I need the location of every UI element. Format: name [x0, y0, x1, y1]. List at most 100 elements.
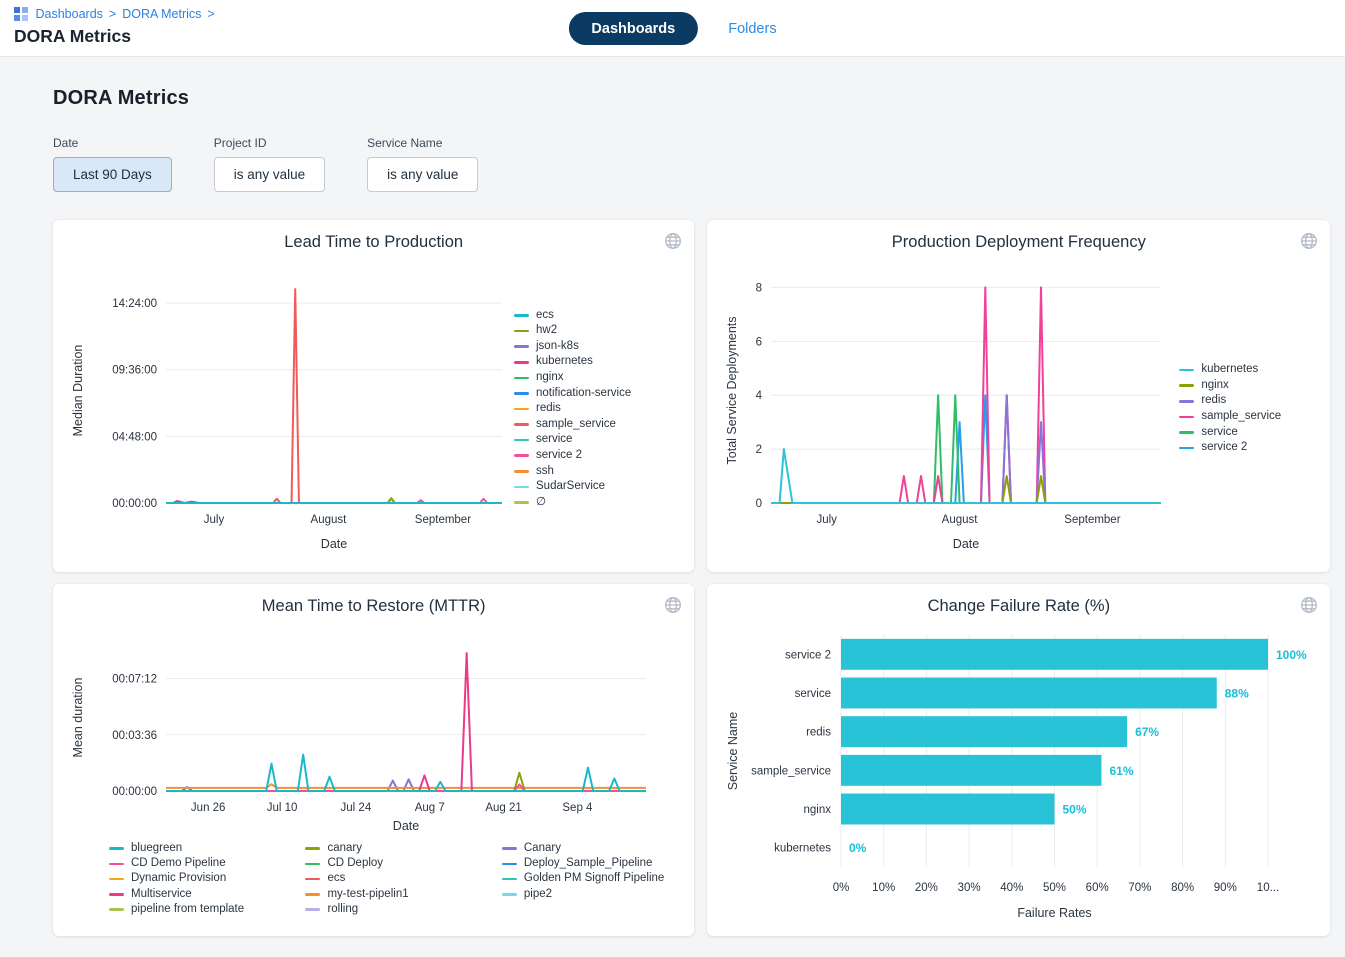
svg-text:Total Service Deployments: Total Service Deployments [725, 317, 739, 465]
legend-item[interactable]: CD Deploy [305, 856, 467, 871]
series-kubernetes [771, 448, 1162, 504]
legend-item[interactable]: Deploy_Sample_Pipeline [501, 856, 664, 871]
bar-value-label: 100% [1276, 648, 1307, 662]
svg-text:4: 4 [756, 390, 763, 402]
breadcrumb-dora-metrics[interactable]: DORA Metrics [122, 7, 202, 21]
legend-item[interactable]: hw2 [514, 323, 631, 339]
filter-date-value[interactable]: Last 90 Days [53, 157, 172, 192]
legend-swatch [109, 908, 124, 911]
legend-item[interactable]: json-k8s [514, 339, 631, 355]
legend-item[interactable]: redis [1179, 393, 1281, 409]
legend-item[interactable]: sample_service [514, 417, 631, 433]
series-bluegreen [166, 753, 646, 792]
tab-folders[interactable]: Folders [728, 20, 777, 37]
legend-item[interactable]: kubernetes [1179, 362, 1281, 378]
bar-service[interactable] [841, 677, 1218, 709]
legend-item[interactable]: service [514, 432, 631, 448]
filters-row: Date Last 90 Days Project ID is any valu… [53, 136, 1313, 192]
legend-label: service [536, 433, 573, 446]
bar-redis[interactable] [841, 716, 1128, 748]
chart-title: Lead Time to Production [284, 233, 464, 251]
svg-text:30%: 30% [958, 882, 981, 894]
svg-text:70%: 70% [1129, 882, 1152, 894]
legend-label: rolling [327, 902, 359, 915]
legend-label: sample_service [536, 417, 616, 430]
svg-text:0%: 0% [833, 882, 850, 894]
legend-item[interactable]: nginx [514, 370, 631, 386]
legend-swatch [305, 892, 321, 896]
legend-item[interactable]: Golden PM Signoff Pipeline [501, 871, 664, 886]
svg-text:Jul 24: Jul 24 [341, 802, 372, 814]
svg-text:10...: 10... [1257, 882, 1279, 894]
legend-item[interactable]: ∅ [514, 495, 631, 511]
header-tabs: Dashboards Folders [568, 12, 777, 45]
legend-item[interactable]: Canary [501, 841, 664, 856]
legend-label: Deploy_Sample_Pipeline [523, 857, 653, 870]
legend-item[interactable]: service 2 [514, 448, 631, 464]
globe-icon[interactable] [664, 596, 682, 614]
legend-item[interactable]: pipeline from template [109, 902, 271, 917]
legend-swatch [514, 360, 529, 364]
breadcrumb-dashboards[interactable]: Dashboards [35, 7, 103, 21]
legend-item[interactable]: ecs [514, 308, 631, 324]
series-nginx [771, 475, 1162, 504]
legend-item[interactable]: SudarService [514, 479, 631, 495]
legend-swatch [305, 847, 321, 850]
legend-item[interactable]: notification-service [514, 386, 631, 402]
legend-swatch [305, 877, 321, 881]
legend-item[interactable]: service [1179, 425, 1281, 441]
line-chart-svg: 0 2 4 6 8 July August September Date Total Servic… [725, 282, 1162, 551]
legend-item[interactable]: pipe2 [501, 887, 664, 902]
legend-swatch [514, 314, 529, 317]
legend-item[interactable]: nginx [1179, 378, 1281, 394]
bar-value-label: 61% [1110, 764, 1134, 778]
series-Canary [166, 778, 646, 792]
legend-swatch [109, 892, 124, 896]
legend-item[interactable]: my-test-pipelin1 [305, 887, 467, 902]
legend-item[interactable]: Multiservice [109, 887, 271, 902]
card-lead-time-to-production: Lead Time to Production 00:00:00 04:48:00… [53, 220, 695, 572]
bar-sample_service[interactable] [841, 754, 1102, 786]
legend-item[interactable]: redis [514, 401, 631, 417]
series-my-test-pipelin1 [166, 783, 646, 789]
legend-swatch [1179, 399, 1195, 403]
legend-swatch [1179, 415, 1195, 419]
legend-item[interactable]: ssh [514, 464, 631, 480]
legend-item[interactable]: rolling [305, 902, 467, 917]
legend-item[interactable]: ecs [305, 871, 467, 886]
legend-item[interactable]: kubernetes [514, 354, 631, 370]
filter-project-id-value[interactable]: is any value [213, 157, 326, 192]
svg-text:September: September [415, 514, 471, 526]
bar-service 2[interactable] [841, 638, 1269, 670]
bar-nginx[interactable] [841, 793, 1055, 825]
legend-swatch [514, 407, 529, 411]
chart-legend: bluegreen CD Demo Pipeline Dynamic Provisi… [69, 837, 678, 917]
legend-item[interactable]: sample_service [1179, 409, 1281, 425]
legend-item[interactable]: canary [305, 841, 467, 856]
svg-text:04:48:00: 04:48:00 [112, 431, 157, 443]
tab-dashboards[interactable]: Dashboards [568, 12, 699, 45]
legend-label: my-test-pipelin1 [327, 887, 409, 900]
legend-swatch [109, 862, 124, 866]
legend-label: json-k8s [536, 339, 579, 352]
filter-service-name-value[interactable]: is any value [367, 157, 479, 192]
globe-icon[interactable] [664, 232, 682, 250]
dashboard-grid-icon [14, 7, 28, 21]
legend-swatch [109, 877, 124, 881]
legend-label: service 2 [536, 448, 583, 461]
bar-category-label: redis [806, 727, 831, 739]
globe-icon[interactable] [1300, 596, 1318, 614]
legend-item[interactable]: CD Demo Pipeline [109, 856, 271, 871]
card-production-deployment-frequency: Production Deployment Frequency 0 2 4 6 8 Jul… [707, 220, 1331, 572]
chart-title: Production Deployment Frequency [891, 233, 1146, 251]
legend-label: CD Deploy [327, 857, 384, 870]
globe-icon[interactable] [1300, 232, 1318, 250]
legend-item[interactable]: service 2 [1179, 440, 1281, 456]
legend-item[interactable]: Dynamic Provision [109, 871, 271, 886]
legend-item[interactable]: bluegreen [109, 841, 271, 856]
breadcrumb: Dashboards > DORA Metrics > [14, 7, 1329, 21]
chart-legend: ecs hw2 json-k8s kubernetes nginx notificatio… [510, 263, 631, 555]
svg-text:Aug 7: Aug 7 [415, 802, 445, 814]
bar-category-label: sample_service [751, 765, 831, 777]
legend-swatch [501, 862, 517, 866]
